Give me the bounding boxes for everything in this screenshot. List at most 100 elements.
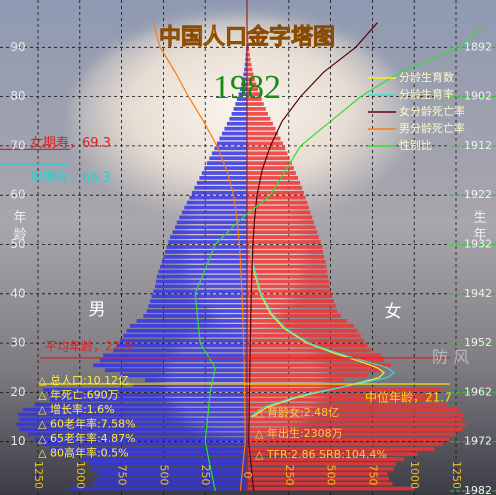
bar — [236, 97, 247, 101]
bar — [209, 156, 247, 161]
bar — [247, 279, 329, 284]
series-label: 女 — [385, 302, 402, 322]
bar — [123, 333, 247, 338]
bar — [129, 323, 247, 328]
bar — [184, 205, 247, 210]
bar — [247, 343, 368, 348]
y-tick-label: 40 — [10, 286, 25, 300]
bar — [247, 314, 341, 318]
bar — [194, 185, 247, 190]
bar — [155, 284, 247, 289]
bar — [247, 92, 260, 96]
bar — [247, 131, 278, 136]
bar — [143, 314, 247, 318]
y-tick-label: 80 — [10, 89, 25, 103]
bar — [247, 215, 313, 220]
bar — [17, 412, 247, 417]
bar — [189, 195, 247, 200]
bar — [166, 245, 247, 249]
bar — [247, 393, 436, 397]
curve — [194, 27, 482, 492]
bar — [226, 121, 247, 126]
bar — [247, 289, 331, 294]
bar — [247, 373, 368, 378]
reference-label: 男期寿，66.3 — [30, 171, 111, 186]
bar — [247, 176, 298, 180]
bar — [245, 52, 247, 57]
bar — [247, 294, 333, 299]
x-tick-label: 750 — [366, 465, 379, 486]
x-tick-label: 500 — [157, 465, 170, 486]
bar — [247, 432, 456, 437]
x-tick-label: 250 — [199, 465, 212, 486]
reference-label: 中位年龄，21.7 — [365, 390, 452, 405]
bar — [247, 284, 330, 289]
bar — [48, 393, 248, 397]
bar — [93, 363, 248, 368]
bar — [247, 146, 286, 151]
bar — [176, 220, 247, 225]
legend-label: 性别比 — [399, 138, 432, 152]
bar — [247, 407, 460, 412]
bar — [211, 151, 247, 156]
bar — [247, 348, 371, 353]
y2-tick-label: 1952 — [464, 336, 492, 349]
bar — [247, 333, 361, 338]
bar — [247, 72, 254, 77]
y-tick-label: 10 — [10, 434, 25, 448]
bar — [165, 250, 247, 254]
y-tick-label: 20 — [10, 385, 25, 399]
bar — [247, 328, 358, 333]
bar — [247, 378, 344, 382]
chart-title: 中国人口金字塔图 — [159, 24, 335, 50]
x-tick-label: 1000 — [74, 461, 87, 489]
bar — [91, 466, 247, 471]
bar — [66, 452, 247, 456]
bar — [247, 259, 326, 264]
bar — [247, 486, 415, 491]
curve — [152, 22, 246, 492]
bar — [247, 82, 257, 87]
bar — [158, 269, 247, 274]
bar — [247, 166, 294, 170]
y2-tick-label: 1932 — [464, 238, 492, 251]
bar — [247, 402, 448, 407]
reference-label: 平均年龄，27.0 — [45, 339, 132, 353]
bar — [49, 397, 248, 402]
bar — [186, 200, 247, 205]
bar — [247, 171, 296, 175]
y-tick-label: 90 — [10, 40, 25, 54]
bar — [247, 97, 262, 101]
bar — [247, 102, 264, 106]
curve — [249, 249, 386, 418]
bar — [247, 220, 314, 225]
y2-tick-label: 1912 — [464, 139, 492, 152]
y2-tick-label: 1942 — [464, 287, 492, 300]
bar — [247, 210, 311, 215]
reference-label: 女期寿，69.3 — [30, 135, 111, 151]
bar — [247, 462, 396, 466]
bar — [247, 47, 250, 52]
bar — [244, 67, 247, 72]
x-tick-label: 1250 — [450, 461, 463, 489]
bar — [247, 368, 381, 373]
bar — [247, 437, 450, 442]
bar — [136, 319, 247, 323]
bar — [247, 363, 391, 368]
y-axis-label: 年 龄 — [11, 210, 27, 241]
bar — [247, 181, 301, 185]
y-tick-label: 30 — [10, 336, 25, 350]
legend-label: 女分龄死亡率 — [399, 104, 465, 118]
legend-label: 男分龄死亡率 — [399, 121, 465, 135]
bar — [247, 383, 355, 387]
bar — [247, 264, 327, 269]
bar — [219, 136, 247, 141]
bar — [247, 427, 463, 432]
bar — [247, 476, 390, 481]
bar — [145, 378, 247, 382]
bar — [247, 422, 467, 427]
bar — [163, 254, 247, 259]
series-label: 男 — [89, 300, 106, 320]
bar — [151, 294, 247, 299]
bar — [247, 225, 316, 230]
